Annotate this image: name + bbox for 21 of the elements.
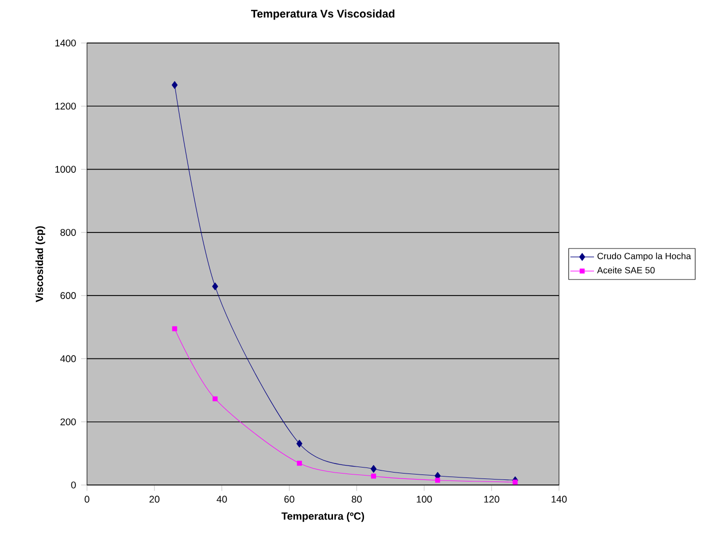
y-tick-label: 200 [60, 418, 76, 426]
x-tick-label: 60 [284, 496, 294, 503]
x-tick-label: 40 [216, 496, 227, 503]
y-axis-title: Viscosidad (cp) [35, 226, 46, 302]
y-tick-label: 400 [60, 355, 76, 362]
x-tick-label: 100 [416, 496, 432, 503]
x-tick-label: 120 [484, 496, 500, 503]
legend-label: Crudo Campo la Hocha [598, 252, 692, 262]
x-tick-label: 80 [352, 496, 362, 503]
y-tick-label: 800 [60, 229, 76, 236]
y-tick-label: 1200 [55, 102, 76, 110]
legend-label: Aceite SAE 50 [597, 266, 655, 274]
x-tick-label: 20 [150, 496, 160, 503]
chart-title: Temperatura Vs Viscosidad [251, 9, 394, 20]
y-tick-label: 1000 [55, 166, 76, 173]
y-tick-label: 0 [71, 482, 76, 488]
x-tick-label: 140 [552, 496, 567, 503]
y-tick-label: 600 [60, 292, 76, 299]
x-tick-label: 0 [84, 496, 90, 503]
y-tick-label: 1400 [55, 40, 76, 46]
x-axis-title: Temperatura (ºC) [282, 512, 364, 522]
